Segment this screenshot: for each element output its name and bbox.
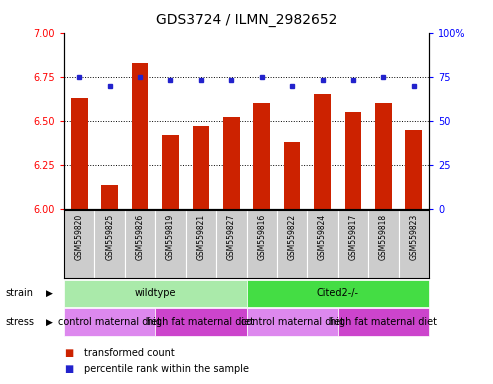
Text: percentile rank within the sample: percentile rank within the sample: [84, 364, 249, 374]
Bar: [162, 135, 179, 209]
Text: high fat maternal diet: high fat maternal diet: [147, 317, 254, 327]
Text: GSM559824: GSM559824: [318, 214, 327, 260]
Bar: [193, 126, 209, 209]
Text: GSM559817: GSM559817: [349, 214, 357, 260]
Text: GSM559825: GSM559825: [105, 214, 114, 260]
Text: stress: stress: [5, 317, 34, 327]
Text: GDS3724 / ILMN_2982652: GDS3724 / ILMN_2982652: [156, 13, 337, 27]
Text: transformed count: transformed count: [84, 348, 175, 358]
Bar: [216, 210, 246, 278]
Bar: [64, 210, 95, 278]
Bar: [253, 103, 270, 209]
Bar: [338, 210, 368, 278]
Bar: [277, 210, 307, 278]
Bar: [223, 118, 240, 209]
Bar: [284, 142, 300, 209]
Text: Cited2-/-: Cited2-/-: [317, 288, 359, 298]
Text: GSM559818: GSM559818: [379, 214, 388, 260]
Bar: [132, 63, 148, 209]
Bar: [155, 210, 186, 278]
Bar: [307, 210, 338, 278]
Text: strain: strain: [5, 288, 33, 298]
Text: GSM559821: GSM559821: [196, 214, 206, 260]
Text: ▶: ▶: [46, 318, 53, 327]
Text: GSM559819: GSM559819: [166, 214, 175, 260]
Text: ▶: ▶: [46, 289, 53, 298]
Text: GSM559826: GSM559826: [136, 214, 144, 260]
Bar: [64, 308, 155, 336]
Bar: [246, 210, 277, 278]
Bar: [64, 280, 246, 307]
Text: control maternal diet: control maternal diet: [58, 317, 161, 327]
Bar: [95, 210, 125, 278]
Bar: [186, 210, 216, 278]
Text: GSM559823: GSM559823: [409, 214, 418, 260]
Text: GSM559816: GSM559816: [257, 214, 266, 260]
Bar: [102, 185, 118, 209]
Bar: [398, 210, 429, 278]
Text: GSM559820: GSM559820: [75, 214, 84, 260]
Bar: [375, 103, 391, 209]
Bar: [345, 112, 361, 209]
Bar: [314, 94, 331, 209]
Text: GSM559827: GSM559827: [227, 214, 236, 260]
Text: ■: ■: [64, 364, 73, 374]
Bar: [246, 280, 429, 307]
Bar: [71, 98, 88, 209]
Bar: [246, 308, 338, 336]
Text: high fat maternal diet: high fat maternal diet: [330, 317, 437, 327]
Text: ■: ■: [64, 348, 73, 358]
Text: GSM559822: GSM559822: [287, 214, 297, 260]
Bar: [368, 210, 398, 278]
Bar: [155, 308, 246, 336]
Text: wildtype: wildtype: [135, 288, 176, 298]
Text: control maternal diet: control maternal diet: [241, 317, 344, 327]
Bar: [125, 210, 155, 278]
Bar: [405, 130, 422, 209]
Bar: [338, 308, 429, 336]
